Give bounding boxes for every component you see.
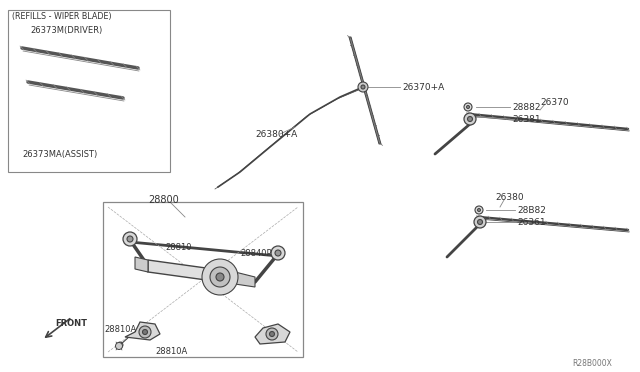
Circle shape	[266, 328, 278, 340]
Circle shape	[475, 206, 483, 214]
Bar	[103, 202, 303, 357]
Circle shape	[202, 259, 238, 295]
Text: 26381: 26381	[512, 115, 541, 124]
Polygon shape	[135, 257, 148, 272]
Text: 28810A: 28810A	[104, 326, 136, 334]
Text: (REFILLS - WIPER BLADE): (REFILLS - WIPER BLADE)	[12, 12, 111, 20]
Circle shape	[464, 103, 472, 111]
Text: 26370: 26370	[540, 97, 568, 106]
Circle shape	[127, 236, 133, 242]
Circle shape	[115, 343, 122, 350]
Polygon shape	[349, 37, 381, 144]
Text: 28B82: 28B82	[517, 205, 546, 215]
Text: FRONT: FRONT	[55, 320, 87, 328]
Polygon shape	[125, 322, 160, 340]
Text: 26370+A: 26370+A	[402, 83, 444, 92]
Circle shape	[123, 232, 137, 246]
Circle shape	[269, 331, 275, 337]
Text: 28810: 28810	[165, 243, 191, 251]
Text: 28840P: 28840P	[240, 250, 271, 259]
Text: 26380+A: 26380+A	[255, 129, 297, 138]
Circle shape	[117, 342, 123, 348]
Circle shape	[477, 219, 483, 224]
Polygon shape	[148, 260, 235, 284]
Circle shape	[361, 85, 365, 89]
Bar	[8, 10, 170, 172]
Text: 26373M(DRIVER): 26373M(DRIVER)	[30, 26, 102, 35]
Polygon shape	[255, 324, 290, 344]
Polygon shape	[235, 272, 255, 287]
Circle shape	[275, 250, 281, 256]
Circle shape	[143, 330, 147, 334]
Circle shape	[477, 208, 481, 212]
Text: 28800: 28800	[148, 195, 179, 205]
Text: 26361: 26361	[517, 218, 546, 227]
Text: 28882: 28882	[512, 103, 541, 112]
Circle shape	[467, 116, 472, 122]
Text: 28810A: 28810A	[155, 347, 188, 356]
Circle shape	[210, 267, 230, 287]
Circle shape	[271, 246, 285, 260]
Circle shape	[216, 273, 224, 281]
Circle shape	[474, 216, 486, 228]
Text: 26373MA(ASSIST): 26373MA(ASSIST)	[22, 150, 97, 158]
Circle shape	[358, 82, 368, 92]
Text: R28B000X: R28B000X	[572, 359, 612, 369]
Circle shape	[467, 106, 470, 109]
Text: 26380: 26380	[495, 192, 524, 202]
Circle shape	[464, 113, 476, 125]
Circle shape	[139, 326, 151, 338]
